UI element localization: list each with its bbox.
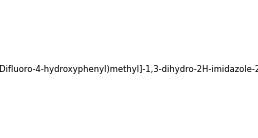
Text: 1-[(3,5-Difluoro-4-hydroxyphenyl)methyl]-1,3-dihydro-2H-imidazole-2-thione: 1-[(3,5-Difluoro-4-hydroxyphenyl)methyl]… bbox=[0, 64, 258, 74]
